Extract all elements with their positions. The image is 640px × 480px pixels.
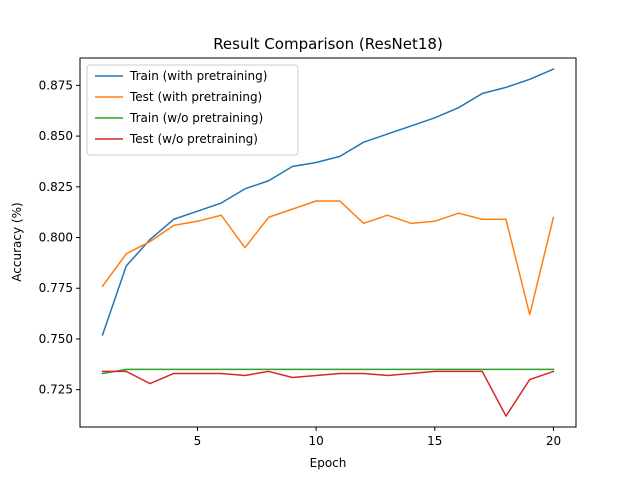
legend-box xyxy=(86,64,299,156)
series-line-2 xyxy=(101,200,555,316)
x-tick-label: 15 xyxy=(427,434,442,448)
legend-entry: Test (w/o pretraining) xyxy=(129,132,258,146)
plot-frame xyxy=(79,57,577,428)
legend-entry: Test (with pretraining) xyxy=(129,90,262,104)
series-line-1 xyxy=(101,68,555,336)
y-tick-label: 0.725 xyxy=(39,383,73,397)
x-tick-label: 10 xyxy=(308,434,323,448)
series-line-3 xyxy=(101,368,555,375)
series-line-4 xyxy=(101,370,555,417)
y-axis: 0.725 0.750 0.775 0.800 0.825 0.850 0.875 xyxy=(39,78,80,397)
y-tick-label: 0.875 xyxy=(39,78,73,92)
y-tick-label: 0.800 xyxy=(39,231,73,245)
chart-title: Result Comparison (ResNet18) xyxy=(213,35,443,53)
legend: Train (with pretraining) Test (with pretr… xyxy=(86,64,299,156)
x-axis-label: Epoch xyxy=(310,456,347,470)
x-tick-label: 20 xyxy=(546,434,561,448)
y-axis-label: Accuracy (%) xyxy=(10,202,24,281)
y-tick-label: 0.775 xyxy=(39,281,73,295)
y-tick-label: 0.825 xyxy=(39,180,73,194)
y-tick-label: 0.850 xyxy=(39,129,73,143)
legend-entry: Train (with pretraining) xyxy=(129,69,267,83)
y-tick-label: 0.750 xyxy=(39,332,73,346)
legend-entry: Train (w/o pretraining) xyxy=(129,111,263,125)
series-lines xyxy=(101,68,555,417)
x-axis: 5 10 15 20 xyxy=(194,427,561,448)
x-tick-label: 5 xyxy=(194,434,202,448)
